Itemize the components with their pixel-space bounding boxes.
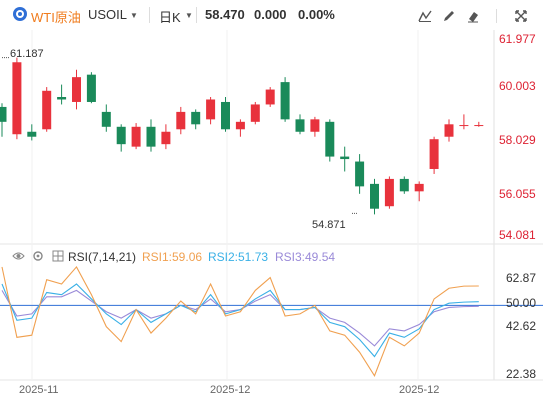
candle-body xyxy=(12,62,22,135)
rsi-axis-label: 22.38 xyxy=(506,367,537,381)
date-axis-label: 2025-12 xyxy=(399,384,440,396)
rsi2-line xyxy=(1,283,479,358)
candle-body xyxy=(116,126,126,145)
date-axis-label: 2025-11 xyxy=(19,384,59,396)
candle-body xyxy=(176,111,186,130)
candle-body xyxy=(370,183,379,209)
toolbar-divider xyxy=(196,7,197,23)
rsi3-line xyxy=(1,289,479,347)
candle-body xyxy=(86,74,96,102)
candle-body xyxy=(57,97,67,100)
symbol-code[interactable]: USOIL xyxy=(88,7,128,22)
candle-body xyxy=(101,111,111,127)
toolbar: WTI原油 USOIL ▼ 日K ▼ 58.470 0.000 0.00% xyxy=(0,0,543,30)
fullscreen-icon[interactable] xyxy=(512,7,530,24)
rsi-axis-label: 42.62 xyxy=(506,319,537,333)
rsi1-line xyxy=(1,265,479,377)
candle-body xyxy=(221,101,230,130)
last-price: 58.470 xyxy=(205,7,245,22)
candle-body xyxy=(444,124,454,137)
candle-body xyxy=(429,139,439,169)
candle-body xyxy=(295,119,305,132)
candle-body xyxy=(250,104,260,122)
rsi-axis-label: 50.00 xyxy=(506,296,537,310)
date-axis-label: 2025-12 xyxy=(210,384,251,396)
period-selector[interactable]: 日K xyxy=(159,10,181,25)
period-chevron-down-icon[interactable]: ▼ xyxy=(185,11,193,20)
price-change: 0.000 xyxy=(254,7,287,22)
symbol-chevron-down-icon[interactable]: ▼ xyxy=(130,11,138,20)
price-axis-label: 54.081 xyxy=(499,228,536,242)
price-axis-label: 60.003 xyxy=(499,79,536,93)
candle-body xyxy=(414,183,424,192)
eye-icon[interactable] xyxy=(12,250,25,262)
price-axis-label: 56.055 xyxy=(499,187,536,201)
candle-body xyxy=(146,126,156,147)
grid-icon[interactable] xyxy=(52,250,64,262)
low-annotation: 54.871 xyxy=(312,219,346,231)
candle-body xyxy=(235,121,245,130)
rsi3-value: RSI3:49.54 xyxy=(275,250,336,264)
toolbar-divider xyxy=(149,7,150,23)
symbol-logo-icon[interactable] xyxy=(13,7,27,21)
tb-divider-icon xyxy=(488,7,506,24)
price-change-percent: 0.00% xyxy=(298,7,335,22)
candle-body xyxy=(355,161,365,187)
candle-body xyxy=(131,126,141,147)
high-annotation: 61.187 xyxy=(10,48,44,60)
rsi2-value: RSI2:51.73 xyxy=(208,250,269,264)
rsi-axis-label: 62.87 xyxy=(506,271,537,285)
price-axis-label: 61.977 xyxy=(499,32,536,46)
candle-body xyxy=(72,77,81,102)
rsi-title: RSI(7,14,21) xyxy=(68,250,137,264)
gear-icon[interactable] xyxy=(32,250,44,262)
candle-body xyxy=(161,131,171,145)
candle-body xyxy=(325,121,335,157)
candle-body xyxy=(191,111,201,125)
candle-body xyxy=(280,82,290,120)
candle-body xyxy=(42,90,52,130)
candle-body xyxy=(459,125,469,127)
candle-body xyxy=(310,119,320,132)
rsi1-value: RSI1:59.06 xyxy=(142,250,203,264)
eraser-icon[interactable] xyxy=(464,7,482,24)
candle-body xyxy=(399,178,409,192)
candle-body xyxy=(0,106,7,122)
pen-icon[interactable] xyxy=(440,7,458,24)
candle-body xyxy=(206,99,216,120)
candle-body xyxy=(340,156,350,160)
candle-body xyxy=(265,89,275,105)
candle-body xyxy=(474,125,484,127)
candle-body xyxy=(27,131,37,137)
price-axis-label: 58.029 xyxy=(499,133,536,147)
line-tool-icon[interactable] xyxy=(416,7,434,24)
symbol-name[interactable]: WTI原油 xyxy=(31,10,81,25)
candle-body xyxy=(384,178,394,207)
